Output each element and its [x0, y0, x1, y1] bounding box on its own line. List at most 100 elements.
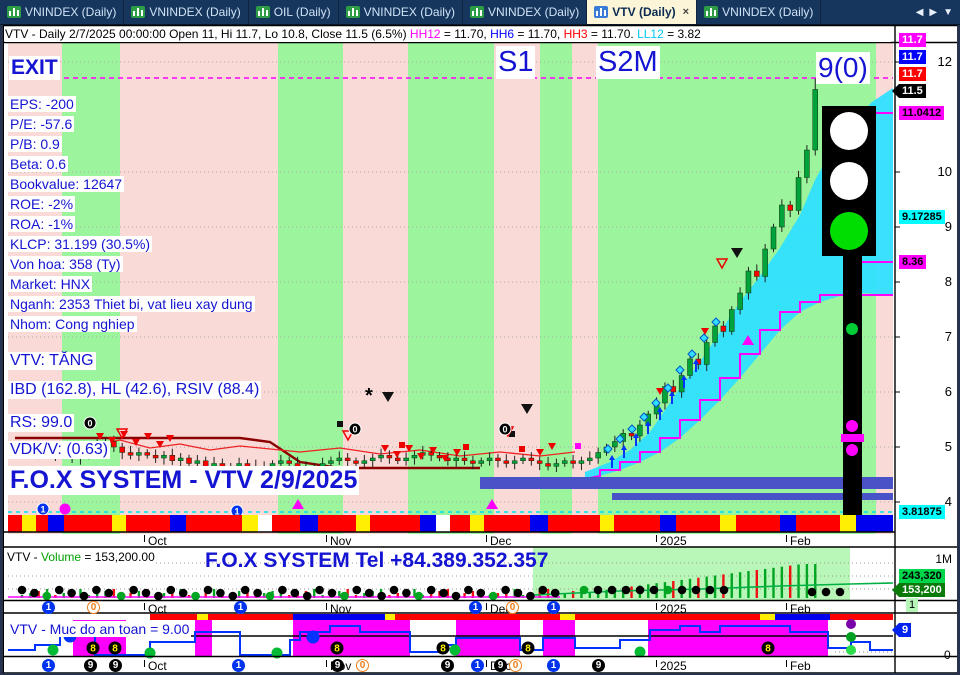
month-label-2025: 2025: [656, 602, 687, 616]
svg-text:0: 0: [352, 424, 357, 434]
chart-icon: [345, 6, 360, 18]
signal-number-0: 0: [356, 659, 369, 672]
month-label-Nov: Nov: [325, 534, 352, 548]
tab-oil-daily--2[interactable]: OIL (Daily): [249, 0, 339, 24]
chart-icon: [255, 6, 270, 18]
price-tag-8.36: 8.36: [899, 255, 927, 269]
signal-number-1: 1: [471, 659, 484, 672]
signal-number-1: 1: [42, 659, 55, 672]
chart-title-bar: VTV - Daily 2/7/2025 00:00:00 Open 11, H…: [5, 27, 891, 42]
price-tag-3.81875: 3.81875: [899, 505, 945, 519]
tab-close-icon[interactable]: ×: [682, 6, 690, 18]
month-label-Oct: Oct: [144, 602, 167, 616]
chart-icon: [469, 6, 484, 18]
info-line: P/E: -57.6: [8, 116, 75, 133]
info-line: Market: HNX: [8, 276, 93, 293]
tag-arrow: [892, 623, 899, 637]
volume-title-segment: Volume: [41, 550, 82, 564]
price-tick-7: 7: [944, 329, 952, 344]
tab-bar: VNINDEX (Daily) VNINDEX (Daily) OIL (Daily…: [0, 0, 960, 25]
header-segment: LL12: [637, 27, 664, 41]
tab-vtv-daily--5[interactable]: VTV (Daily) ×: [587, 0, 698, 24]
price-tick-8: 8: [944, 274, 952, 289]
volume-watermark: F.O.X SYSTEM Tel +84.389.352.357: [205, 549, 549, 572]
month-label-Dec: Dec: [485, 534, 512, 548]
month-label-Oct: Oct: [144, 659, 167, 673]
signal-number-9: 9: [592, 659, 605, 672]
info-line: EPS: -200: [8, 96, 76, 113]
tag-arrow: [892, 84, 899, 98]
window-right-edge: [957, 25, 960, 675]
chart-icon: [7, 6, 21, 18]
header-segment: VTV - Daily 2/7/2025 00:00:00 Open 11, H…: [5, 27, 410, 41]
signal-number-1: 1: [469, 601, 482, 614]
svg-text:8: 8: [440, 644, 446, 655]
svg-text:1: 1: [234, 506, 239, 516]
safety-axis-zero: 0: [944, 648, 951, 662]
month-label-Nov: Nov: [325, 602, 352, 616]
tab-scroll-right-icon[interactable]: ▶: [929, 6, 938, 18]
price-tag-9.17285: 9.17285: [899, 210, 945, 224]
volume-title-segment: = 153,200.00: [81, 550, 155, 564]
volume-title-segment: VTV -: [7, 550, 42, 564]
info-line: Nhom: Cong nghiep: [8, 316, 137, 333]
price-tick-5: 5: [944, 439, 952, 454]
month-label-Feb: Feb: [786, 659, 811, 673]
bar-count-label: 9(0): [816, 52, 870, 85]
signal-line: VTV: TĂNG: [8, 352, 96, 371]
month-label-2025: 2025: [656, 534, 687, 548]
exit-label: EXIT: [9, 56, 60, 81]
tab-scroll-left-icon[interactable]: ◀: [915, 6, 924, 18]
info-line: Nganh: 2353 Thiet bi, vat lieu xay dung: [8, 296, 255, 313]
info-line: Bookvalue: 12647: [8, 176, 125, 193]
svg-text:8: 8: [112, 644, 118, 655]
s2m-label: S2M: [596, 46, 660, 80]
header-segment: = 11.70,: [514, 27, 564, 41]
price-tick-6: 6: [944, 384, 952, 399]
signal-line: VDK/V: (0.63): [8, 441, 111, 460]
tab-nav: ◀ ▶ ▼: [909, 0, 960, 24]
price-tag-11.7: 11.7: [899, 67, 926, 81]
tab-label: VNINDEX (Daily): [149, 5, 241, 19]
volume-tag-243,320: 243,320: [899, 569, 945, 583]
header-segment: = 3.82: [663, 27, 701, 41]
header-segment: HH6: [490, 27, 515, 41]
tab-menu-icon[interactable]: ▼: [943, 6, 953, 18]
tab-vnindex-daily--6[interactable]: VNINDEX (Daily): [697, 0, 822, 24]
tab-vnindex-daily--1[interactable]: VNINDEX (Daily): [124, 0, 249, 24]
safety-tag-9: 9: [892, 623, 912, 637]
price-tag-11.7: 11.7: [899, 33, 926, 47]
signal-number-0: 0: [87, 601, 100, 614]
price-tag-11.5: 11.5: [892, 84, 926, 98]
price-tick-9: 9: [944, 219, 952, 234]
signal-number-9: 9: [494, 659, 507, 672]
info-line: ROE: -2%: [8, 196, 76, 213]
volume-tag-1: 1: [906, 598, 919, 612]
signal-number-9: 9: [441, 659, 454, 672]
info-line: P/B: 0.9: [8, 136, 62, 153]
tag-arrow: [892, 583, 899, 597]
tab-label: OIL (Daily): [273, 5, 331, 19]
safety-title: VTV - Muc do an toan = 9.00: [8, 621, 192, 637]
info-line: Von hoa: 358 (Ty): [8, 256, 123, 273]
tab-label: VTV (Daily): [612, 5, 676, 19]
header-segment: = 11.70.: [587, 27, 638, 41]
chart-icon: [594, 6, 609, 18]
tab-vnindex-daily--3[interactable]: VNINDEX (Daily): [339, 0, 463, 24]
signal-number-1: 1: [234, 601, 247, 614]
chart-icon: [131, 6, 146, 18]
price-tag-11.7: 11.7: [899, 50, 926, 64]
tab-vnindex-daily--4[interactable]: VNINDEX (Daily): [463, 0, 588, 24]
volume-axis-1M: 1M: [935, 552, 952, 566]
signal-number-0: 0: [506, 601, 519, 614]
month-label-Feb: Feb: [786, 534, 811, 548]
svg-text:8: 8: [525, 644, 531, 655]
tab-vnindex-daily--0[interactable]: VNINDEX (Daily): [0, 0, 125, 24]
volume-title: VTV - Volume = 153,200.00: [7, 550, 155, 564]
svg-text:8: 8: [334, 644, 340, 655]
svg-text:8: 8: [765, 644, 771, 655]
month-label-Feb: Feb: [786, 602, 811, 616]
svg-text:0: 0: [502, 424, 507, 434]
price-tag-11.0412: 11.0412: [899, 106, 945, 120]
signal-number-9: 9: [331, 659, 344, 672]
